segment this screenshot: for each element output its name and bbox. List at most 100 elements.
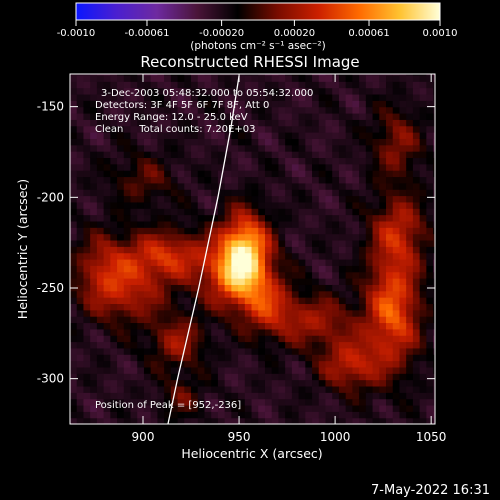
heatmap-cell — [372, 201, 380, 209]
heatmap-cell — [352, 258, 360, 266]
heatmap-cell — [177, 341, 185, 349]
heatmap-cell — [379, 290, 387, 298]
heatmap-cell — [123, 379, 132, 387]
heatmap-cell — [264, 366, 273, 374]
heatmap-cell — [392, 258, 401, 266]
heatmap-cell — [143, 182, 152, 190]
heatmap-cell — [406, 284, 414, 292]
heatmap-cell — [318, 335, 327, 343]
heatmap-cell — [258, 252, 266, 260]
heatmap-cell — [332, 328, 340, 336]
heatmap-cell — [130, 271, 138, 279]
heatmap-cell — [83, 163, 91, 171]
heatmap-cell — [244, 93, 253, 101]
heatmap-cell — [258, 93, 266, 101]
heatmap-cell — [312, 189, 320, 197]
heatmap-cell — [426, 335, 434, 343]
heatmap-cell — [96, 201, 105, 209]
heatmap-cell — [251, 233, 259, 241]
heatmap-cell — [332, 239, 340, 247]
heatmap-cell — [285, 214, 293, 222]
heatmap-cell — [96, 252, 105, 260]
heatmap-cell — [244, 392, 253, 400]
heatmap-cell — [338, 252, 347, 260]
heatmap-cell — [345, 100, 353, 108]
heatmap-cell — [365, 239, 374, 247]
heatmap-cell — [258, 271, 266, 279]
heatmap-cell — [406, 265, 414, 273]
heatmap-cell — [90, 265, 98, 273]
heatmap-cell — [312, 347, 320, 355]
heatmap-cell — [399, 347, 407, 355]
heatmap-cell — [399, 144, 407, 152]
heatmap-cell — [264, 385, 273, 393]
heatmap-cell — [271, 354, 280, 362]
heatmap-cell — [345, 322, 353, 330]
heatmap-cell — [83, 132, 91, 139]
colorbar-frame — [75, 2, 441, 21]
heatmap-cell — [312, 163, 320, 171]
heatmap-cell — [419, 404, 427, 412]
heatmap-cell — [386, 309, 394, 317]
heatmap-cell — [224, 125, 232, 133]
heatmap-cell — [150, 373, 158, 381]
heatmap-cell — [338, 404, 347, 412]
heatmap-cell — [372, 112, 380, 120]
heatmap-cell — [332, 265, 340, 273]
heatmap-cell — [211, 182, 219, 190]
heatmap-cell — [345, 297, 353, 305]
heatmap-cell — [184, 163, 192, 171]
heatmap-cell — [352, 335, 360, 343]
heatmap-cell — [345, 151, 353, 159]
heatmap-cell — [123, 176, 132, 184]
heatmap-cell — [325, 417, 333, 424]
heatmap-cell — [83, 176, 91, 184]
heatmap-cell — [238, 176, 246, 184]
heatmap-cell — [117, 74, 125, 76]
heatmap-cell — [332, 297, 340, 305]
heatmap-cell — [238, 87, 246, 95]
heatmap-cell — [332, 258, 340, 266]
heatmap-cell — [278, 392, 286, 400]
heatmap-cell — [345, 189, 353, 197]
heatmap-cell — [271, 195, 280, 203]
heatmap-cell — [211, 404, 219, 412]
heatmap-cell — [103, 239, 111, 247]
heatmap-cell — [244, 335, 253, 343]
heatmap-cell — [251, 195, 259, 203]
heatmap-cell — [372, 74, 380, 82]
heatmap-cell — [96, 144, 105, 152]
heatmap-cell — [298, 195, 306, 203]
heatmap-cell — [157, 316, 165, 324]
heatmap-cell — [392, 290, 401, 298]
heatmap-cell — [258, 220, 266, 228]
heatmap-cell — [379, 278, 387, 285]
heatmap-cell — [143, 354, 152, 362]
heatmap-cell — [318, 138, 327, 146]
heatmap-cell — [244, 176, 253, 184]
heatmap-cell — [130, 297, 138, 305]
heatmap-cell — [433, 151, 435, 159]
heatmap-cell — [244, 132, 253, 139]
heatmap-cell — [325, 316, 333, 324]
heatmap-cell — [83, 214, 91, 222]
heatmap-cell — [332, 125, 340, 133]
heatmap-cell — [224, 170, 232, 178]
heatmap-cell — [251, 132, 259, 139]
heatmap-cell — [191, 297, 199, 305]
heatmap-cell — [258, 341, 266, 349]
heatmap-cell — [110, 278, 118, 285]
heatmap-cell — [110, 347, 118, 355]
heatmap-cell — [291, 227, 300, 235]
heatmap-cell — [305, 93, 313, 101]
heatmap-cell — [372, 208, 380, 216]
heatmap-cell — [392, 125, 401, 133]
heatmap-cell — [271, 316, 280, 324]
heatmap-cell — [285, 404, 293, 412]
heatmap-cell — [76, 138, 85, 146]
heatmap-cell — [372, 182, 380, 190]
heatmap-cell — [244, 297, 253, 305]
heatmap-cell — [332, 176, 340, 184]
heatmap-cell — [211, 239, 219, 247]
heatmap-cell — [217, 366, 226, 374]
